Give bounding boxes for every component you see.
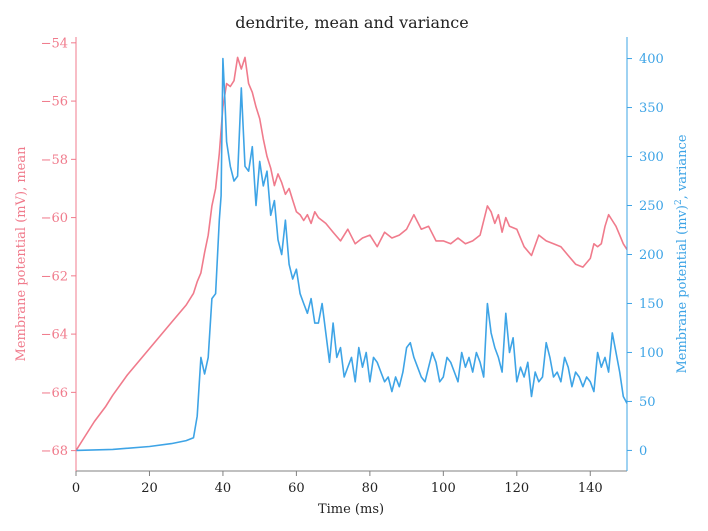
- right-y-ticks: 400 350 300 250 200 150 100 50 0: [627, 52, 664, 459]
- left-y-tick-label: −54: [41, 36, 68, 51]
- x-tick-label: 140: [578, 481, 603, 496]
- left-y-ticks: −54 −56 −58 −60 −62 −64 −66 −68: [41, 36, 76, 459]
- series-layer: [75, 56, 628, 452]
- mean-series-line: [75, 56, 628, 452]
- x-ticks: 0 20 40 60 80 100 120 140: [72, 471, 603, 496]
- right-y-tick-label: 400: [639, 52, 664, 67]
- left-y-tick-label: −66: [41, 386, 68, 401]
- right-y-axis-label-main: Membrane potential (mv): [675, 205, 690, 374]
- right-y-tick-label: 50: [639, 395, 656, 410]
- right-y-tick-label: 200: [639, 248, 664, 263]
- right-y-tick-label: 0: [639, 444, 647, 459]
- left-y-tick-label: −62: [41, 269, 68, 284]
- left-y-tick-label: −58: [41, 153, 68, 168]
- right-y-axis-label-suffix: , variance: [675, 134, 690, 199]
- right-y-tick-label: 100: [639, 346, 664, 361]
- variance-series-line: [75, 57, 628, 452]
- left-y-axis-label: Membrane potential (mV), mean: [14, 146, 29, 362]
- left-y-tick-label: −56: [41, 95, 68, 110]
- right-y-axis-label: Membrane potential (mv)2, variance: [674, 134, 690, 373]
- right-y-tick-label: 350: [639, 101, 664, 116]
- right-y-tick-label: 300: [639, 150, 664, 165]
- left-y-tick-label: −64: [41, 328, 68, 343]
- right-y-axis-label-sup: 2: [674, 199, 684, 205]
- x-tick-label: 0: [72, 481, 80, 496]
- x-tick-label: 80: [362, 481, 379, 496]
- right-y-tick-label: 150: [639, 297, 664, 312]
- left-y-tick-label: −68: [41, 444, 68, 459]
- left-y-tick-label: −60: [41, 211, 68, 226]
- x-tick-label: 100: [431, 481, 456, 496]
- right-y-tick-label: 250: [639, 199, 664, 214]
- x-tick-label: 20: [141, 481, 158, 496]
- x-tick-label: 40: [215, 481, 232, 496]
- x-axis-label: Time (ms): [318, 502, 384, 517]
- x-tick-label: 60: [288, 481, 305, 496]
- chart-title: dendrite, mean and variance: [235, 13, 468, 32]
- x-tick-label: 120: [504, 481, 529, 496]
